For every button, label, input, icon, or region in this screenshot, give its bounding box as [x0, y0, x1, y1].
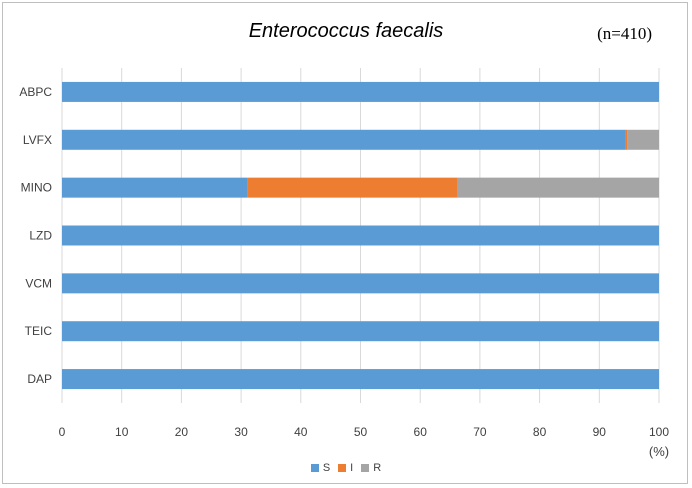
y-category-label: DAP [27, 372, 52, 386]
x-tick-label: 10 [115, 425, 129, 439]
x-tick-label: 20 [175, 425, 189, 439]
y-axis-labels: ABPC LVFX MINO LZD VCM TEIC DAP [19, 85, 52, 386]
legend-swatch [310, 464, 319, 472]
x-tick-label: 50 [354, 425, 368, 439]
x-tick-label: 60 [414, 425, 428, 439]
bar-mino-r [457, 177, 659, 198]
x-tick-label: 40 [294, 425, 308, 439]
legend-label: S [322, 462, 331, 474]
bars [62, 81, 659, 390]
legend-swatch [338, 464, 347, 472]
legend-swatch [361, 464, 370, 472]
bar-lvfx-s [62, 129, 626, 150]
bar-dap-s [62, 369, 659, 390]
bar-chart: ABPC LVFX MINO LZD VCM TEIC DAP 0 10 20 30 40 50 60 7… [19, 68, 670, 459]
legend-item-s: S [310, 462, 331, 474]
bar-abpc-s [62, 81, 659, 102]
x-unit-label: (%) [649, 444, 669, 459]
bar-vcm-s [62, 273, 659, 294]
x-tick-label: 30 [234, 425, 248, 439]
bar-teic-s [62, 321, 659, 342]
bar-mino-i [247, 177, 458, 198]
bar-mino-s [62, 177, 248, 198]
x-tick-label: 0 [59, 425, 66, 439]
legend-label: R [373, 462, 382, 474]
y-category-label: TEIC [25, 324, 53, 338]
chart-title: Enterococcus faecalis [248, 20, 444, 42]
x-tick-label: 100 [649, 425, 669, 439]
x-tick-label: 70 [473, 425, 487, 439]
legend-item-r: R [361, 462, 381, 474]
sample-size-note: (n=410) [597, 24, 652, 43]
y-category-label: LVFX [23, 133, 52, 147]
y-category-label: LZD [29, 229, 52, 243]
y-category-label: VCM [25, 276, 52, 290]
x-tick-label: 80 [533, 425, 547, 439]
y-category-label: ABPC [19, 85, 52, 99]
bar-lvfx-r [627, 129, 659, 150]
x-tick-label: 90 [593, 425, 607, 439]
y-category-label: MINO [21, 181, 52, 195]
legend-label: I [350, 462, 354, 474]
x-axis-labels: 0 10 20 30 40 50 60 70 80 90 100 (%) [59, 425, 670, 459]
bar-lzd-s [62, 225, 659, 246]
bar-lvfx-i [625, 129, 628, 150]
legend-item-i: I [338, 462, 353, 474]
